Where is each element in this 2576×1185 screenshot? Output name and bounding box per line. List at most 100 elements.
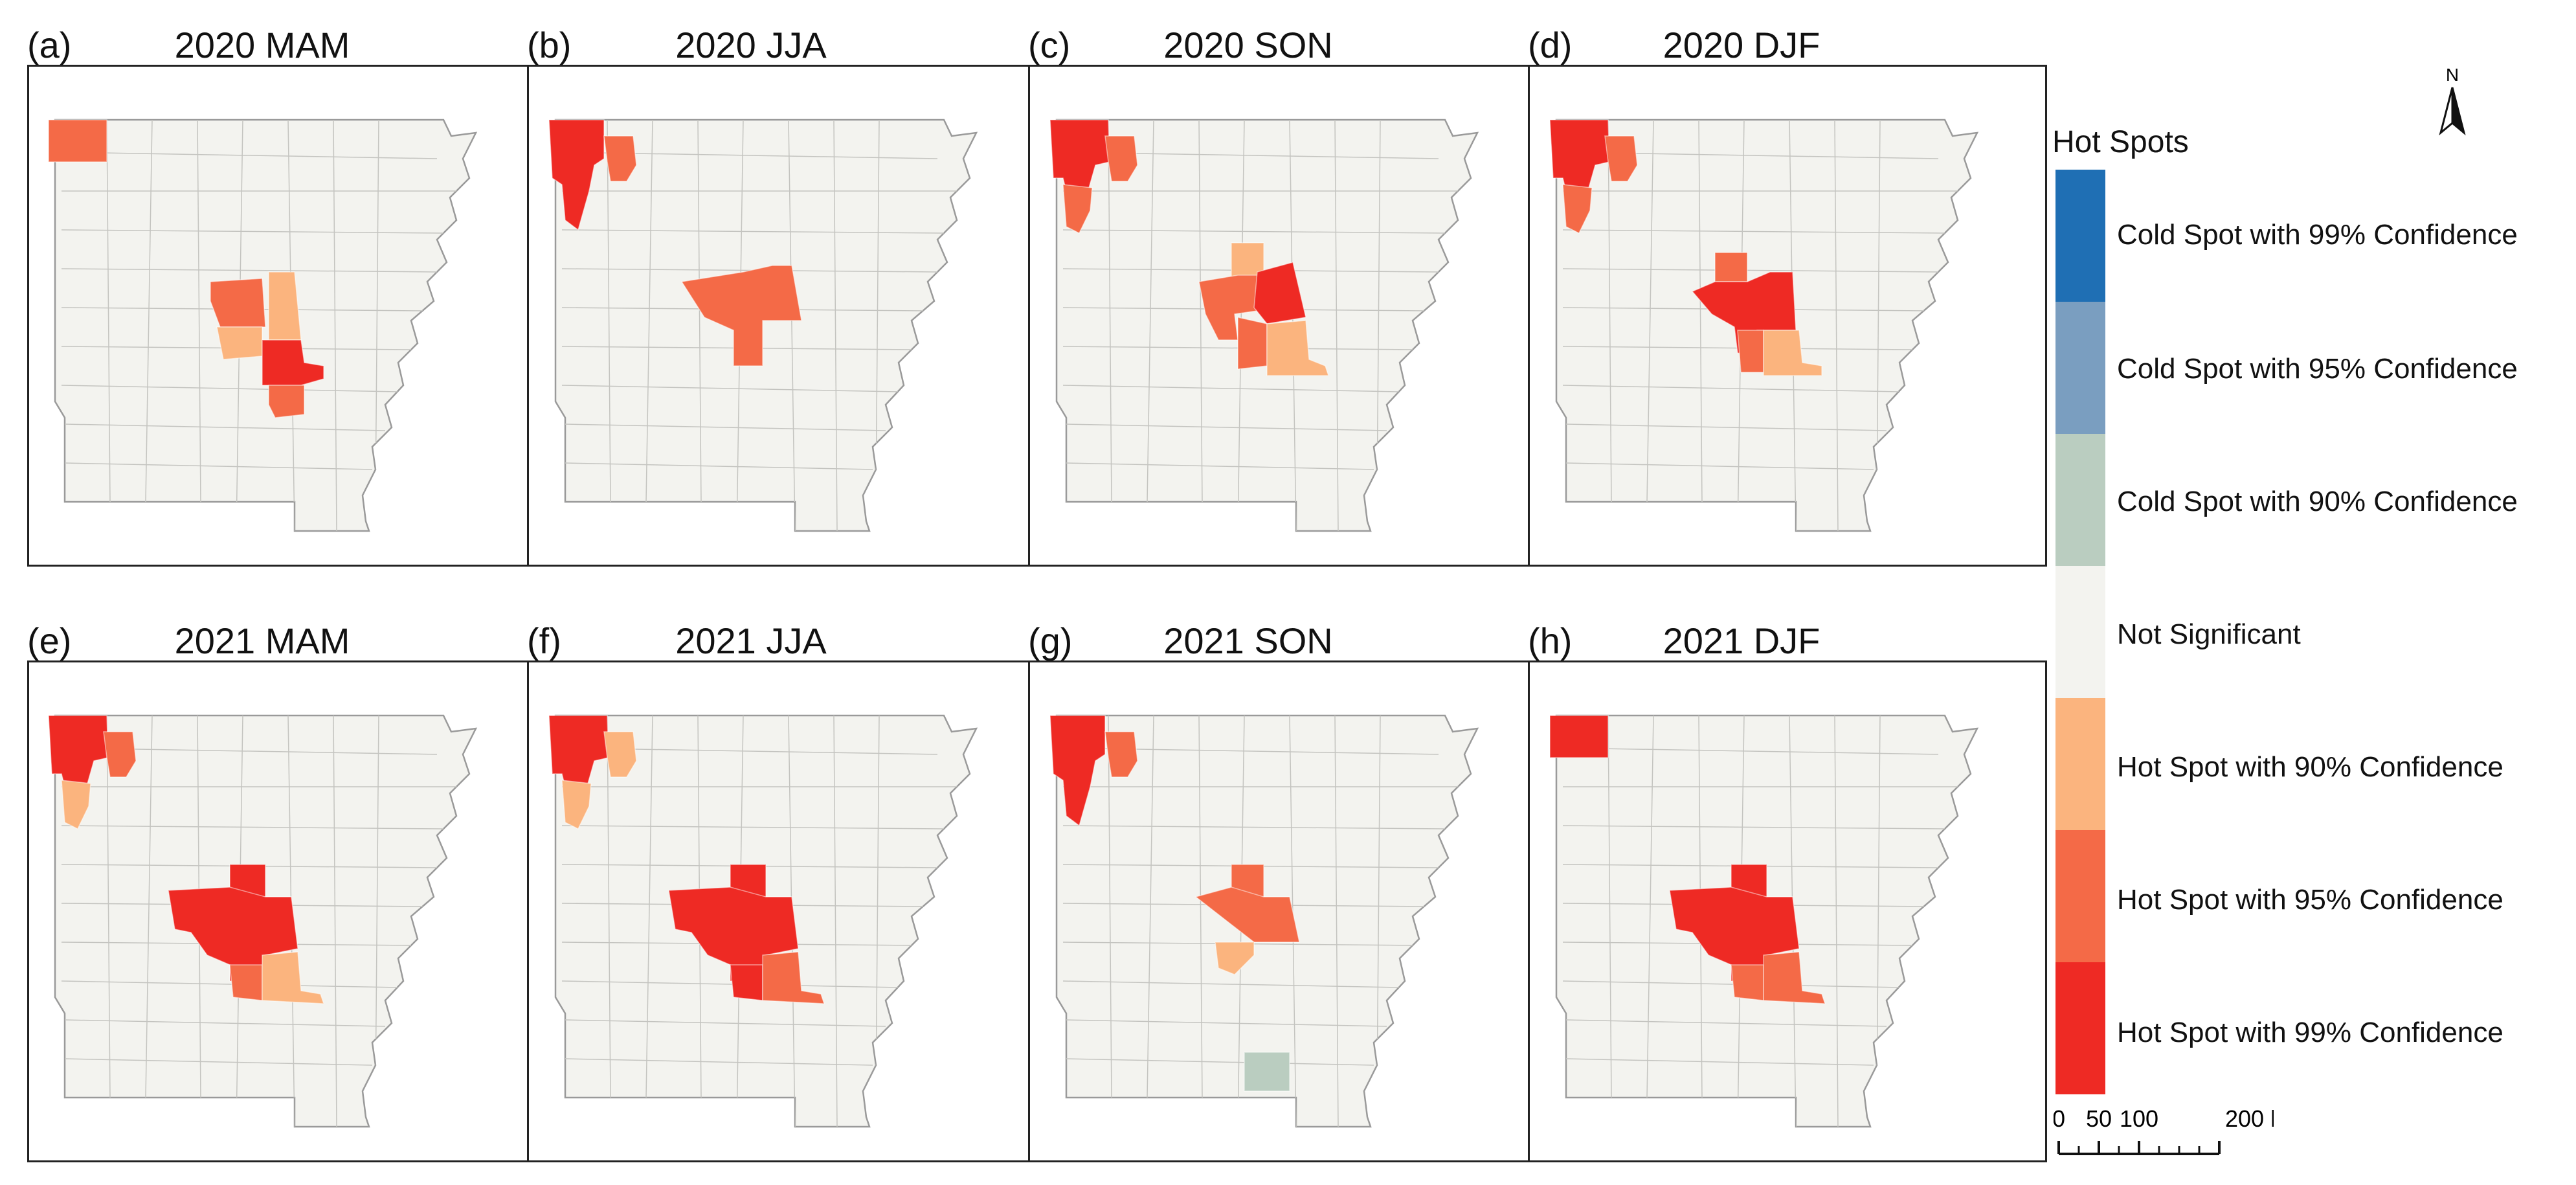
legend-swatch-not-significant — [2055, 566, 2105, 698]
legend-label-not-significant: Not Significant — [2117, 618, 2301, 650]
bottom-divider-1 — [527, 660, 529, 1162]
legend-title: Hot Spots — [2052, 125, 2189, 159]
legend-label-cold-99: Cold Spot with 99% Confidence — [2117, 219, 2518, 251]
county-boundary — [1066, 1019, 1387, 1027]
hotspot-county-h95 — [1604, 135, 1638, 182]
hotspot-county-h95 — [1763, 951, 1826, 1004]
county-boundary — [64, 1058, 373, 1066]
county-boundary — [61, 229, 444, 234]
county-boundary — [333, 120, 337, 531]
county-boundary — [565, 462, 873, 470]
legend-swatch-hot-90 — [2055, 698, 2105, 830]
county-boundary — [561, 229, 945, 234]
panel-label-e: (e) — [27, 620, 72, 661]
county-boundary — [1565, 423, 1887, 431]
panel-label-c: (c) — [1028, 25, 1071, 65]
county-boundary — [565, 1058, 873, 1066]
county-boundary — [1066, 423, 1387, 431]
panel-title-h: 2021 DJF — [1663, 620, 1820, 661]
scale-tick-200: 200 km — [2225, 1105, 2274, 1132]
hotspot-county-h95 — [1104, 731, 1138, 778]
state-outline — [554, 119, 978, 532]
scale-tick-0: 0 — [2054, 1105, 2065, 1132]
scale-tick-100: 100 — [2120, 1105, 2158, 1132]
county-boundary — [1834, 120, 1839, 531]
county-boundary — [145, 716, 153, 1098]
county-boundary — [64, 1019, 386, 1027]
hotspot-county-h95 — [762, 951, 825, 1004]
hotspot-county-h90 — [1763, 330, 1822, 376]
county-boundary — [1565, 1019, 1887, 1027]
county-boundary — [1562, 747, 1939, 755]
map-2021-djf — [1550, 714, 1979, 1128]
hotspot-county-h95 — [1104, 135, 1138, 182]
legend-label-cold-95: Cold Spot with 95% Confidence — [2117, 353, 2518, 385]
hotspot-county-h99 — [730, 964, 763, 1001]
legend-label-hot-90: Hot Spot with 90% Confidence — [2117, 751, 2503, 783]
hotspot-county-h90 — [216, 326, 263, 360]
north-arrow-icon: N — [2439, 65, 2466, 136]
top-divider-2 — [1028, 65, 1030, 567]
county-boundary — [1562, 268, 1939, 273]
county-grid — [61, 120, 463, 531]
north-arrow-label: N — [2446, 65, 2459, 85]
county-boundary — [1062, 980, 1400, 988]
county-boundary — [607, 120, 611, 502]
top-divider-3 — [1528, 65, 1530, 567]
county-boundary — [561, 825, 945, 830]
hotspot-county-h95 — [1737, 330, 1764, 373]
hotspot-county-h95 — [1062, 184, 1093, 234]
map-2020-son — [1050, 119, 1479, 532]
county-boundary — [645, 716, 653, 1098]
county-boundary — [1376, 120, 1381, 496]
county-boundary — [561, 385, 899, 392]
county-boundary — [1108, 120, 1112, 502]
map-2020-djf — [1550, 119, 1979, 532]
county-boundary — [1376, 716, 1381, 1092]
top-row-frame — [27, 65, 2047, 567]
county-boundary — [1062, 825, 1446, 830]
panel-label-h: (h) — [1528, 620, 1573, 661]
county-boundary — [333, 716, 337, 1127]
county-boundary — [1565, 462, 1874, 470]
hotspot-county-h90 — [603, 731, 637, 778]
bottom-divider-3 — [1528, 660, 1530, 1162]
hotspot-county-h95 — [210, 278, 266, 328]
county-boundary — [1062, 229, 1446, 234]
county-boundary — [697, 120, 702, 502]
county-boundary — [788, 120, 796, 531]
panel-label-f: (f) — [527, 620, 561, 661]
hotspot-county-h95 — [1198, 275, 1258, 341]
county-boundary — [1062, 385, 1400, 392]
county-boundary — [61, 825, 444, 830]
county-boundary — [145, 120, 153, 502]
county-boundary — [106, 120, 111, 502]
map-2021-mam — [49, 714, 478, 1128]
county-boundary — [1607, 716, 1612, 1098]
county-boundary — [61, 385, 399, 392]
map-2020-mam — [49, 119, 478, 532]
hotspot-county-h95 — [49, 119, 107, 163]
hotspot-county-h90 — [561, 780, 592, 830]
county-boundary — [1198, 716, 1203, 1098]
county-boundary — [1066, 1058, 1374, 1066]
legend-label-hot-99: Hot Spot with 99% Confidence — [2117, 1017, 2503, 1048]
county-boundary — [61, 152, 438, 159]
legend-swatch-hot-95 — [2055, 830, 2105, 962]
county-boundary — [561, 980, 899, 988]
county-boundary — [645, 120, 653, 502]
panel-label-b: (b) — [527, 25, 572, 65]
county-boundary — [565, 1019, 886, 1027]
panel-label-a: (a) — [27, 25, 72, 65]
county-boundary — [1646, 120, 1654, 502]
hotspot-county-h90 — [1215, 942, 1255, 975]
county-boundary — [61, 980, 399, 988]
panel-title-g: 2021 SON — [1163, 620, 1333, 661]
hotspot-county-c90 — [1244, 1052, 1290, 1092]
county-boundary — [1108, 716, 1112, 1098]
panel-title-c: 2020 SON — [1163, 25, 1333, 65]
legend-label-cold-90: Cold Spot with 90% Confidence — [2117, 486, 2518, 517]
county-boundary — [1147, 120, 1154, 502]
legend-swatch-cold-99 — [2055, 170, 2105, 302]
hotspot-county-h95 — [229, 964, 263, 1001]
